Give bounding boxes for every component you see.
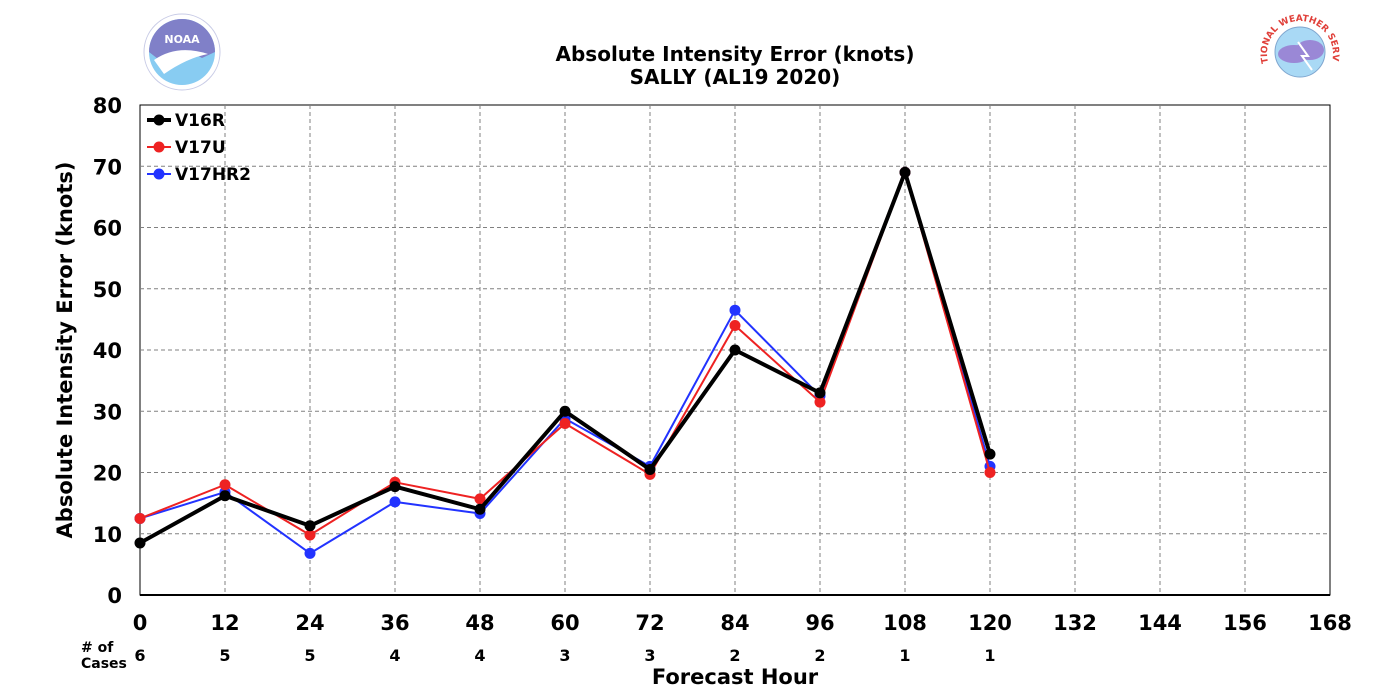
x-tick-labels: 0 12 24 36 48 60 72 84 96 108 120 132 144 156 168	[133, 611, 1352, 635]
y-tick-label-40: 40	[93, 339, 122, 363]
series-point-v16r-24	[304, 520, 316, 532]
legend-label-v16r: V16R	[175, 111, 225, 131]
x-tick-label-72: 72	[635, 611, 664, 635]
y-tick-label-10: 10	[93, 523, 122, 547]
series-point-v17u-96	[814, 396, 826, 408]
y-tick-label-0: 0	[107, 584, 122, 608]
legend-marker-v17hr2	[153, 168, 165, 180]
x-tick-label-144: 144	[1138, 611, 1182, 635]
legend-marker-v17u	[153, 141, 165, 153]
series-point-v16r-84	[729, 344, 741, 356]
x-tick-label-108: 108	[883, 611, 927, 635]
series-point-v17hr2-24	[304, 547, 316, 559]
series-point-v16r-120	[984, 448, 996, 460]
series-point-v16r-96	[814, 387, 826, 399]
series-point-v17u-84	[729, 320, 741, 331]
y-tick-label-20: 20	[93, 462, 122, 486]
x-tick-label-96: 96	[805, 611, 834, 635]
x-tick-label-48: 48	[465, 611, 494, 635]
case-count-96: 2	[814, 646, 825, 665]
x-axis-label: Forecast Hour	[652, 665, 819, 689]
series-point-v16r-36	[389, 481, 401, 493]
legend-marker-v16r	[153, 114, 165, 126]
case-count-12: 5	[219, 646, 230, 665]
series-point-v17u-12	[219, 479, 231, 491]
series-point-v17u-48	[474, 493, 486, 505]
series-point-v17u-0	[134, 512, 146, 524]
x-tick-label-156: 156	[1223, 611, 1267, 635]
case-count-36: 4	[389, 646, 400, 665]
case-count-72: 3	[644, 646, 655, 665]
y-tick-label-30: 30	[93, 400, 122, 424]
series-point-v17u-120	[984, 467, 996, 478]
series-layer	[134, 166, 996, 559]
x-tick-label-24: 24	[295, 611, 324, 635]
series-point-v16r-12	[219, 490, 231, 502]
nws-logo: NATIONAL WEATHER SERVICE	[1260, 14, 1340, 90]
chart-subtitle: SALLY (AL19 2020)	[630, 65, 841, 89]
case-count-60: 3	[559, 646, 570, 665]
case-count-120: 1	[984, 646, 995, 665]
y-tick-labels: 0 10 20 30 40 50 60 70 80	[93, 94, 122, 608]
legend-label-v17hr2: V17HR2	[175, 165, 251, 185]
legend: V16R V17U V17HR2	[147, 111, 251, 185]
noaa-logo-text: NOAA	[164, 33, 200, 46]
y-tick-label-50: 50	[93, 278, 122, 302]
x-tick-label-120: 120	[968, 611, 1012, 635]
series-point-v17hr2-84	[729, 304, 741, 316]
legend-label-v17u: V17U	[175, 138, 226, 158]
x-tick-label-132: 132	[1053, 611, 1097, 635]
x-tick-label-36: 36	[380, 611, 409, 635]
series-point-v17hr2-36	[389, 496, 401, 508]
x-tick-label-60: 60	[550, 611, 579, 635]
chart-title: Absolute Intensity Error (knots)	[556, 42, 915, 66]
x-tick-label-84: 84	[720, 611, 749, 635]
series-point-v16r-72	[644, 463, 656, 475]
series-point-v17u-24	[304, 529, 316, 541]
y-tick-label-60: 60	[93, 217, 122, 241]
case-counts: 6 5 5 4 4 3 3 2 2 1 1	[134, 646, 995, 665]
series-point-v16r-48	[474, 503, 486, 515]
cases-label-line2: Cases	[81, 656, 127, 672]
case-count-84: 2	[729, 646, 740, 665]
case-count-24: 5	[304, 646, 315, 665]
y-tick-label-70: 70	[93, 155, 122, 179]
series-point-v16r-60	[559, 405, 571, 417]
series-point-v16r-108	[899, 166, 911, 178]
cases-label-line1: # of	[81, 640, 114, 656]
y-axis-label: Absolute Intensity Error (knots)	[53, 162, 77, 539]
case-count-0: 6	[134, 646, 145, 665]
series-point-v16r-0	[134, 537, 146, 549]
x-tick-label-168: 168	[1308, 611, 1352, 635]
y-tick-label-80: 80	[93, 94, 122, 118]
case-count-48: 4	[474, 646, 485, 665]
cases-label: # of Cases	[81, 640, 127, 672]
noaa-logo: NOAA	[143, 13, 221, 91]
x-tick-label-12: 12	[210, 611, 239, 635]
series-point-v17u-60	[559, 418, 571, 429]
case-count-108: 1	[899, 646, 910, 665]
x-tick-label-0: 0	[133, 611, 148, 635]
